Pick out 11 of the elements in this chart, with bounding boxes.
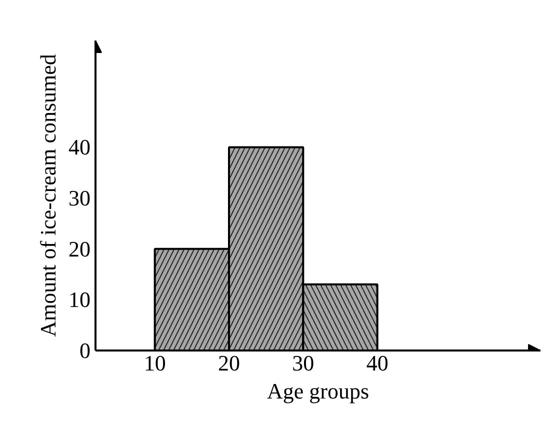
x-tick-label: 30 bbox=[292, 350, 314, 376]
y-tick-label: 20 bbox=[68, 236, 90, 262]
y-tick-label: 0 bbox=[80, 338, 90, 363]
y-tick-label: 30 bbox=[68, 186, 90, 211]
y-axis-title: Amount of ice-cream consumed bbox=[36, 54, 60, 337]
x-tick-label: 10 bbox=[144, 350, 166, 376]
x-tick-label: 40 bbox=[366, 350, 388, 376]
y-tick-label: 10 bbox=[68, 287, 90, 312]
y-tick-label: 40 bbox=[68, 134, 90, 160]
x-tick-label: 20 bbox=[218, 350, 240, 376]
x-axis-title: Age groups bbox=[266, 378, 370, 404]
